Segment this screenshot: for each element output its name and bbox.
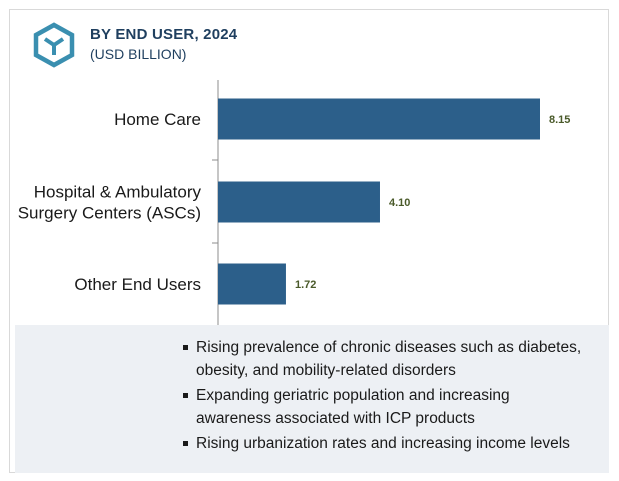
category-label: Other End Users (74, 275, 201, 294)
key-drivers-panel: Rising prevalence of chronic diseases su… (15, 325, 609, 473)
bar-value-label: 4.10 (389, 197, 410, 209)
driver-item: Expanding geriatric population and incre… (183, 384, 583, 430)
bar (218, 263, 286, 305)
hexagon-cube-icon (33, 22, 75, 68)
chart-subtitle: (USD BILLION) (90, 46, 187, 62)
driver-text: Expanding geriatric population and incre… (196, 387, 510, 427)
bar-chart: 8.15 Home Care 4.10 Hospital & Ambulatory Su… (18, 80, 570, 325)
driver-item: Rising urbanization rates and increasing… (183, 432, 583, 455)
bullet-icon (183, 393, 188, 398)
bullet-icon (183, 345, 188, 350)
category-label: Surgery Centers (ASCs) (18, 204, 201, 223)
bullet-icon (183, 441, 188, 446)
bar (218, 98, 540, 140)
category-label: Home Care (114, 110, 201, 129)
driver-text: Rising urbanization rates and increasing… (196, 435, 570, 452)
chart-title: BY END USER, 2024 (90, 26, 238, 43)
key-drivers-list: Rising prevalence of chronic diseases su… (183, 336, 583, 457)
bar-value-label: 8.15 (549, 114, 570, 126)
bar-value-label: 1.72 (295, 279, 316, 291)
category-label: Hospital & Ambulatory (34, 183, 202, 202)
bar (218, 181, 380, 223)
driver-text: Rising prevalence of chronic diseases su… (196, 339, 582, 379)
driver-item: Rising prevalence of chronic diseases su… (183, 336, 583, 382)
